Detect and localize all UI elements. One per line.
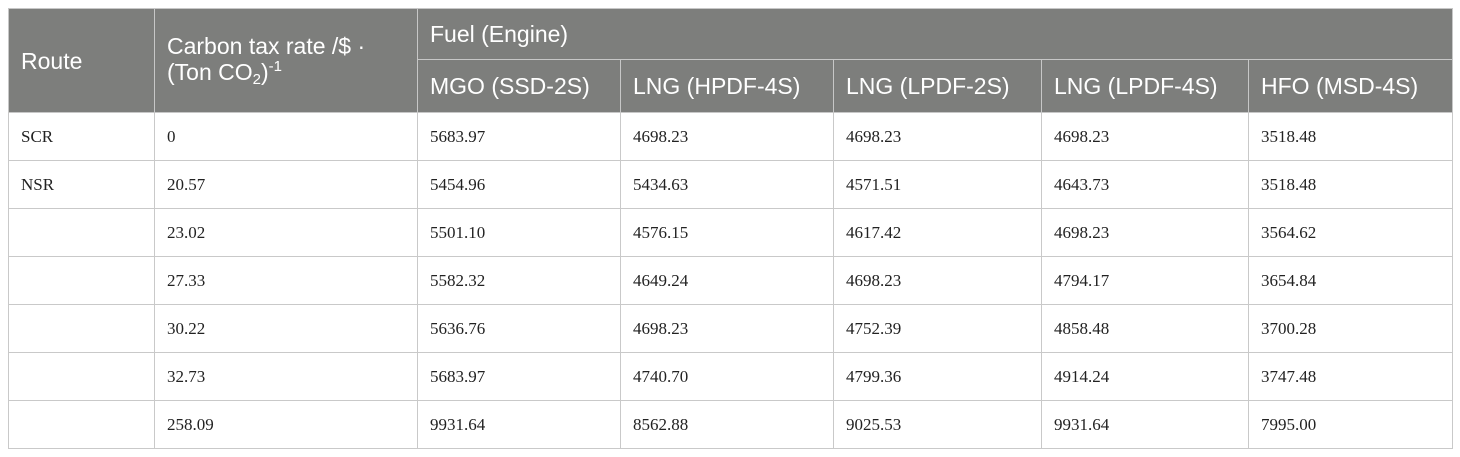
value-cell: 4740.70 [620,352,834,401]
value-cell: 3518.48 [1247,160,1454,209]
table-row: 32.73 5683.97 4740.70 4799.36 4914.24 37… [8,352,1454,401]
value-cell: 9931.64 [417,400,621,449]
value-cell: 4576.15 [620,208,834,257]
route-cell [8,208,155,257]
value-cell: 4617.42 [833,208,1042,257]
value-cell: 5454.96 [417,160,621,209]
value-cell: 4698.23 [1041,208,1249,257]
value-cell: 4794.17 [1041,256,1249,305]
engine-header-lng-lpdf-2s: LNG (LPDF-2S) [833,59,1042,113]
value-cell: 4914.24 [1041,352,1249,401]
value-cell: 5501.10 [417,208,621,257]
value-cell: 3747.48 [1247,352,1454,401]
route-cell [8,400,155,449]
value-cell: 9025.53 [833,400,1042,449]
tax-cell: 23.02 [154,208,418,257]
value-cell: 9931.64 [1041,400,1249,449]
table-row: 23.02 5501.10 4576.15 4617.42 4698.23 35… [8,208,1454,257]
value-cell: 4698.23 [620,112,834,161]
header-row-1: Route Carbon tax rate /$ · (Ton CO2)-1 F… [8,8,1454,113]
table-row: 258.09 9931.64 8562.88 9025.53 9931.64 7… [8,400,1454,449]
header-row-2: MGO (SSD-2S) LNG (HPDF-4S) LNG (LPDF-2S)… [9,59,1454,113]
route-cell [8,256,155,305]
value-cell: 4752.39 [833,304,1042,353]
fuel-engine-group-header: Fuel (Engine) [416,8,1454,60]
tax-cell: 27.33 [154,256,418,305]
carbon-tax-header: Carbon tax rate /$ · (Ton CO2)-1 [154,8,418,113]
table-row: SCR 0 5683.97 4698.23 4698.23 4698.23 35… [8,112,1454,161]
engine-header-lng-lpdf-4s: LNG (LPDF-4S) [1041,59,1249,113]
engine-header-lng-hpdf-4s: LNG (HPDF-4S) [620,59,834,113]
exponent-superscript: -1 [268,57,282,75]
value-cell: 3564.62 [1247,208,1454,257]
value-cell: 7995.00 [1247,400,1454,449]
carbon-tax-header-line1: Carbon tax rate /$ · [167,32,366,59]
value-cell: 4643.73 [1041,160,1249,209]
engine-header-hfo-msd-4s: HFO (MSD-4S) [1247,59,1454,113]
route-header: Route [8,8,155,113]
value-cell: 4698.23 [833,112,1042,161]
route-cell [8,352,155,401]
value-cell: 5683.97 [417,352,621,401]
value-cell: 4571.51 [833,160,1042,209]
tax-cell: 32.73 [154,352,418,401]
value-cell: 4858.48 [1041,304,1249,353]
value-cell: 8562.88 [620,400,834,449]
value-cell: 3700.28 [1247,304,1454,353]
data-table: Route Carbon tax rate /$ · (Ton CO2)-1 F… [8,8,1454,449]
value-cell: 4799.36 [833,352,1042,401]
value-cell: 5582.32 [417,256,621,305]
carbon-tax-header-line2: (Ton CO [167,58,253,85]
value-cell: 5636.76 [417,304,621,353]
route-cell: NSR [8,160,155,209]
value-cell: 4649.24 [620,256,834,305]
paren-close: ) [260,58,269,85]
route-cell [8,304,155,353]
tax-cell: 20.57 [154,160,418,209]
tax-cell: 0 [154,112,418,161]
value-cell: 3518.48 [1247,112,1454,161]
value-cell: 4698.23 [620,304,834,353]
value-cell: 4698.23 [833,256,1042,305]
value-cell: 4698.23 [1041,112,1249,161]
tax-cell: 258.09 [154,400,418,449]
engine-header-mgo-ssd-2s: MGO (SSD-2S) [417,59,621,113]
value-cell: 3654.84 [1247,256,1454,305]
tax-cell: 30.22 [154,304,418,353]
table-row: 30.22 5636.76 4698.23 4752.39 4858.48 37… [8,304,1454,353]
value-cell: 5683.97 [417,112,621,161]
table-row: NSR 20.57 5454.96 5434.63 4571.51 4643.7… [8,160,1454,209]
route-cell: SCR [8,112,155,161]
co2-subscript: 2 [252,70,261,88]
value-cell: 5434.63 [620,160,834,209]
table-row: 27.33 5582.32 4649.24 4698.23 4794.17 36… [8,256,1454,305]
